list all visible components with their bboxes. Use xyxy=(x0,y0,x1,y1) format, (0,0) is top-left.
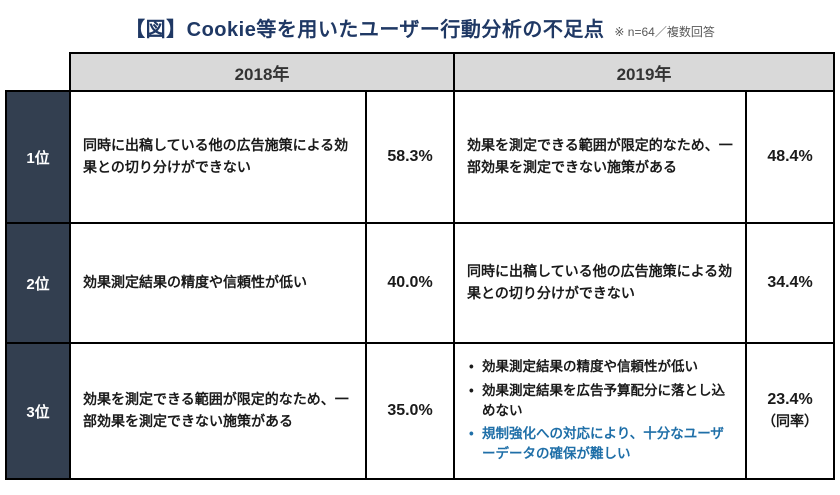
percent-2018-rank3: 35.0% xyxy=(365,342,455,480)
rank-cell-2: 2位 xyxy=(5,222,71,344)
rank-cell-3: 3位 xyxy=(5,342,71,480)
answer-2018-rank2: 効果測定結果の精度や信頼性が低い xyxy=(69,222,367,344)
answer-2019-rank1: 効果を測定できる範囲が限定的なため、一部効果を測定できない施策がある xyxy=(453,90,747,224)
table-row-rank1: 1位 同時に出稿している他の広告施策による効果との切り分けができない 58.3%… xyxy=(5,90,835,224)
year-header-2018: 2018年 xyxy=(69,52,455,92)
table-row-rank2: 2位 効果測定結果の精度や信頼性が低い 40.0% 同時に出稿している他の広告施… xyxy=(5,222,835,344)
answer-2018-rank1: 同時に出稿している他の広告施策による効果との切り分けができない xyxy=(69,90,367,224)
percent-2018-rank2: 40.0% xyxy=(365,222,455,344)
results-table: 2018年 2019年 1位 同時に出稿している他の広告施策による効果との切り分… xyxy=(5,52,835,480)
page-title: 【図】Cookie等を用いたユーザー行動分析の不足点 xyxy=(125,19,605,41)
rank-cell-1: 1位 xyxy=(5,90,71,224)
answer-2019-rank3: 効果測定結果の精度や信頼性が低い 効果測定結果を広告予算配分に落とし込めない 規… xyxy=(453,342,747,480)
sample-size-note: ※ n=64／複数回答 xyxy=(614,25,715,39)
percent-2019-rank3: 23.4% （同率） xyxy=(745,342,835,480)
percent-2019-rank1: 48.4% xyxy=(745,90,835,224)
year-header-2019: 2019年 xyxy=(453,52,835,92)
percent-value: 23.4% xyxy=(767,391,813,408)
percent-2018-rank1: 58.3% xyxy=(365,90,455,224)
percent-2019-rank2: 34.4% xyxy=(745,222,835,344)
corner-cell xyxy=(6,53,70,91)
year-header-row: 2018年 2019年 xyxy=(6,52,835,92)
figure-header: 【図】Cookie等を用いたユーザー行動分析の不足点 ※ n=64／複数回答 xyxy=(0,0,840,42)
answer-2019-rank2: 同時に出稿している他の広告施策による効果との切り分けができない xyxy=(453,222,747,344)
bullet-item-2: 効果測定結果を広告予算配分に落とし込めない xyxy=(467,381,735,422)
percent-tie-note: （同率） xyxy=(762,413,818,429)
answer-2018-rank3: 効果を測定できる範囲が限定的なため、一部効果を測定できない施策がある xyxy=(69,342,367,480)
bullet-item-3: 規制強化への対応により、十分なユーザーデータの確保が難しい xyxy=(467,424,735,465)
answer-bullet-list: 効果測定結果の精度や信頼性が低い 効果測定結果を広告予算配分に落とし込めない 規… xyxy=(467,357,735,464)
table-row-rank3: 3位 効果を測定できる範囲が限定的なため、一部効果を測定できない施策がある 35… xyxy=(5,342,835,480)
bullet-item-1: 効果測定結果の精度や信頼性が低い xyxy=(467,357,735,378)
